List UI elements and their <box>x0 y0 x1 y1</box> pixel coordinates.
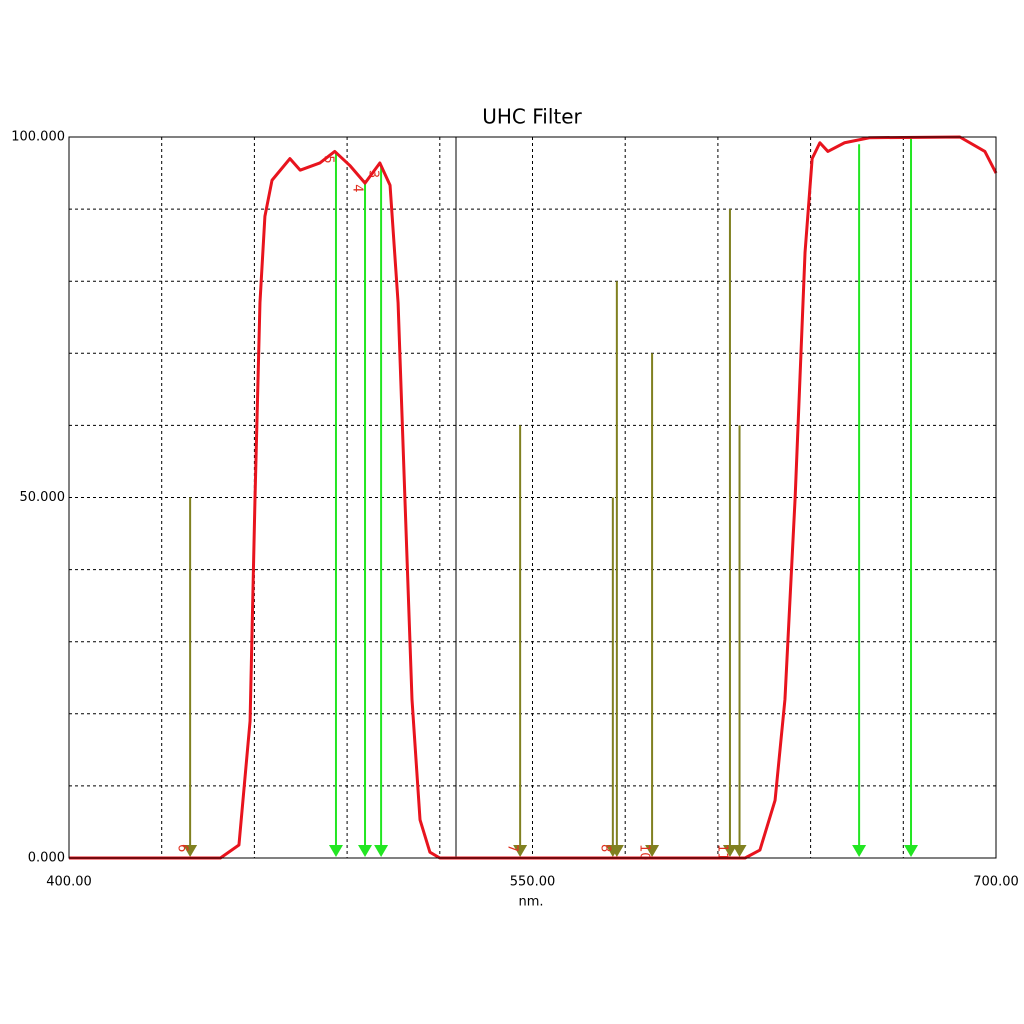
marker-label: 4 <box>350 184 365 192</box>
marker-head <box>904 845 919 857</box>
marker-head <box>183 845 198 857</box>
spectrum-line <box>69 135 998 860</box>
grid <box>69 137 996 858</box>
marker-label: 5 <box>320 155 335 163</box>
marker-label: 6 <box>175 844 190 852</box>
marker-label: 10 <box>637 844 652 861</box>
chart-title: UHC Filter <box>482 105 582 129</box>
marker-head <box>358 845 373 857</box>
y-tick-label: 100.000 <box>11 130 65 145</box>
marker-label: 7 <box>505 844 520 852</box>
marker-label: 11 <box>714 844 729 861</box>
x-tick-label: 700.00 <box>973 875 1019 890</box>
marker-head <box>722 845 737 857</box>
y-tick-label: 50.000 <box>20 490 66 505</box>
marker-head <box>732 845 747 857</box>
marker-head <box>609 845 624 857</box>
x-tick-label: 400.00 <box>46 875 92 890</box>
plot-frame <box>68 136 997 859</box>
x-axis-label: nm. <box>518 895 543 910</box>
marker-head <box>852 845 867 857</box>
marker-label: 8 <box>597 844 612 852</box>
marker-head <box>513 845 528 857</box>
marker-head <box>645 845 660 857</box>
x-tick-label: 550.00 <box>510 875 556 890</box>
y-tick-label: 0.000 <box>28 851 65 866</box>
marker-head <box>374 845 389 857</box>
marker-head <box>328 845 343 857</box>
